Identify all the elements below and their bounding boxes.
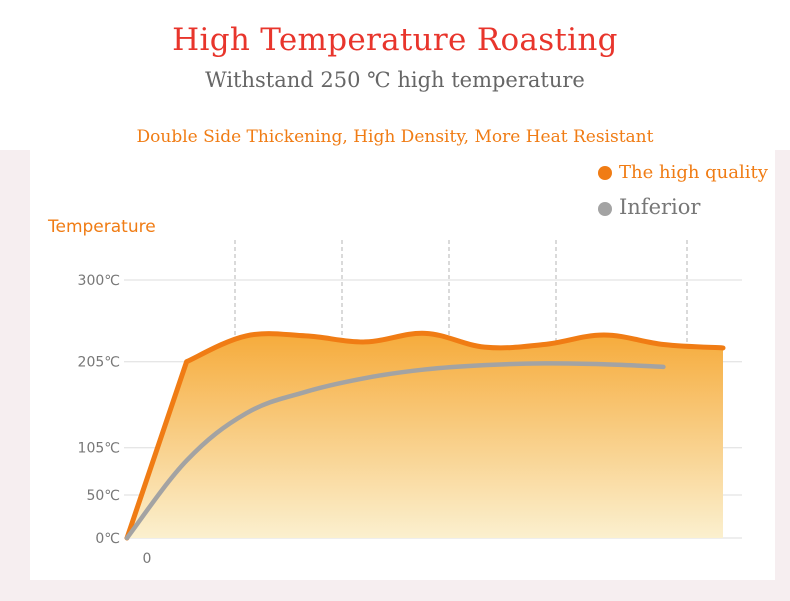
- area-fill-high-quality: [127, 333, 723, 538]
- x-tick-labels: 0: [143, 551, 152, 567]
- header-panel: [0, 0, 790, 150]
- x-tick-label: 0: [143, 551, 152, 567]
- page-subtitle: Withstand 250 ℃ high temperature: [205, 68, 585, 92]
- legend-item-inferior: Inferior: [598, 195, 700, 219]
- legend-label-high-quality: The high quality: [619, 162, 768, 183]
- legend-dot-gray: [598, 201, 612, 216]
- line-inferior: [124, 361, 666, 541]
- legend-label-inferior: Inferior: [619, 195, 701, 219]
- y-tick-label: 50℃: [86, 488, 120, 504]
- series-lines: [124, 330, 726, 541]
- legend-item-high-quality: The high quality: [598, 162, 768, 183]
- legend-dot-orange: [598, 166, 612, 180]
- quality-area-fill: [127, 333, 723, 538]
- feature-tagline: Double Side Thickening, High Density, Mo…: [136, 127, 654, 147]
- y-axis-label: Temperature: [48, 217, 156, 237]
- y-tick-label: 105℃: [78, 441, 120, 457]
- line-high-quality: [124, 330, 726, 541]
- page-title: High Temperature Roasting: [172, 22, 618, 58]
- y-tick-label: 300℃: [78, 273, 120, 289]
- y-tick-label: 0℃: [95, 531, 120, 547]
- y-tick-labels: 300℃ 205℃ 105℃ 50℃ 0℃: [78, 273, 120, 547]
- y-tick-label: 205℃: [78, 355, 120, 371]
